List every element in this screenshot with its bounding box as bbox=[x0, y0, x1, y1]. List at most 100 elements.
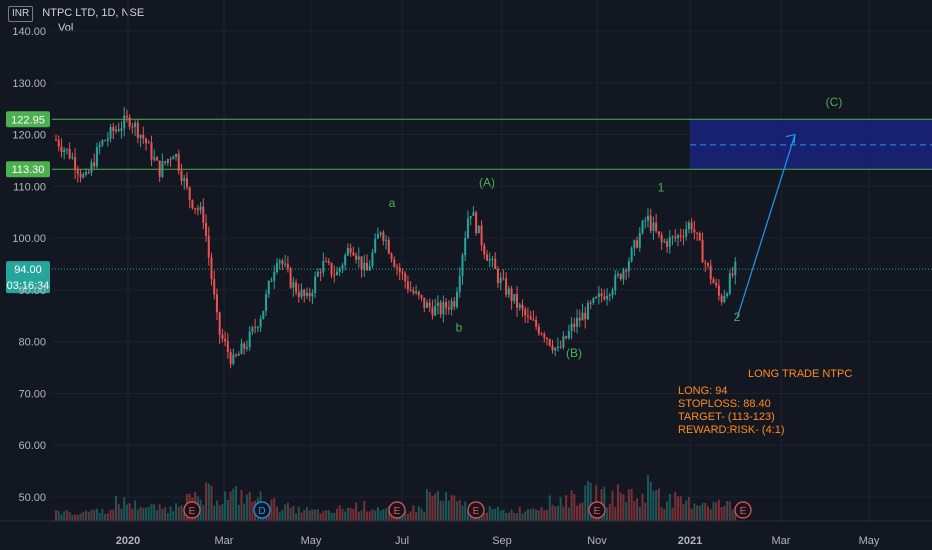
x-tick-label: Mar bbox=[772, 535, 791, 547]
candle-body bbox=[592, 297, 595, 303]
event-marker-circle bbox=[253, 501, 271, 519]
candle-body bbox=[125, 115, 128, 118]
volume-bar bbox=[275, 506, 278, 521]
volume-bar bbox=[134, 500, 137, 521]
volume-bar bbox=[333, 512, 336, 521]
candle-body bbox=[188, 187, 191, 200]
volume-bar bbox=[166, 513, 169, 521]
volume-bar bbox=[371, 509, 374, 521]
candle-body bbox=[420, 295, 423, 298]
x-tick-label: May bbox=[859, 535, 880, 547]
volume-bar bbox=[57, 511, 60, 521]
volume-bar bbox=[365, 511, 368, 521]
volume-bar bbox=[715, 502, 718, 521]
candle-body bbox=[510, 288, 513, 302]
volume-bar bbox=[589, 482, 592, 521]
wave-label: 2 bbox=[734, 310, 741, 324]
candle-body bbox=[491, 258, 494, 260]
annotation-long: LONG: 94 bbox=[678, 385, 728, 397]
candle-body bbox=[453, 301, 456, 307]
event-marker-label: E bbox=[473, 506, 480, 517]
volume-bar bbox=[633, 501, 636, 521]
volume-bar bbox=[406, 513, 409, 521]
candle-body bbox=[499, 277, 502, 284]
volume-bar bbox=[125, 504, 128, 521]
candle-body bbox=[638, 233, 641, 248]
candle-body bbox=[431, 307, 434, 316]
candle-body bbox=[663, 241, 666, 243]
volume-bar bbox=[251, 501, 254, 521]
candle-body bbox=[625, 270, 628, 272]
volume-bar bbox=[128, 503, 131, 521]
candle-body bbox=[502, 277, 505, 279]
volume-bar bbox=[687, 496, 690, 521]
volume-bar bbox=[415, 512, 418, 521]
candle-body bbox=[417, 291, 420, 296]
volume-bar bbox=[535, 509, 538, 521]
volume-bar bbox=[387, 506, 390, 521]
candle-body bbox=[262, 310, 265, 319]
volume-bar bbox=[270, 499, 273, 521]
volume-bar bbox=[229, 491, 232, 521]
candle-body bbox=[494, 258, 497, 269]
candle-body bbox=[674, 236, 677, 239]
volume-bar bbox=[235, 486, 238, 521]
candle-body bbox=[450, 301, 453, 310]
volume-bar bbox=[728, 501, 731, 521]
volume-bar bbox=[226, 499, 229, 521]
y-tick-label: 90.00 bbox=[18, 285, 46, 297]
volume-bar bbox=[55, 510, 57, 521]
volume-bar bbox=[709, 509, 712, 521]
candle-body bbox=[278, 260, 281, 264]
volume-bar bbox=[513, 512, 516, 521]
candle-body bbox=[74, 157, 77, 170]
candle-body bbox=[273, 272, 276, 282]
candle-body bbox=[486, 254, 489, 261]
candle-body bbox=[698, 233, 701, 240]
volume-bar bbox=[456, 501, 459, 521]
candle-body bbox=[589, 302, 592, 304]
volume-bar bbox=[404, 511, 407, 521]
candle-body bbox=[701, 239, 704, 263]
candle-body bbox=[622, 270, 625, 280]
event-marker-label: E bbox=[594, 506, 601, 517]
candle-body bbox=[387, 240, 390, 254]
candle-body bbox=[104, 140, 107, 142]
volume-bar bbox=[120, 508, 123, 521]
grid-layer bbox=[52, 0, 932, 521]
candle-body bbox=[365, 262, 368, 271]
candle-body bbox=[458, 276, 461, 293]
volume-bar bbox=[655, 490, 658, 521]
candle-body bbox=[584, 312, 587, 320]
candle-body bbox=[267, 281, 270, 295]
volume-bar bbox=[243, 503, 246, 521]
volume-bar bbox=[316, 509, 319, 521]
candle-body bbox=[671, 236, 674, 238]
candle-body bbox=[169, 159, 172, 161]
volume-bar bbox=[346, 507, 349, 521]
volume-bar bbox=[453, 495, 456, 521]
volume-bar bbox=[532, 508, 535, 521]
candle-body bbox=[286, 263, 289, 269]
volume-bar bbox=[674, 491, 677, 521]
candle-body bbox=[207, 235, 210, 258]
currency-badge[interactable]: INR bbox=[8, 6, 34, 22]
volume-bar bbox=[322, 510, 325, 521]
volume-bar bbox=[284, 504, 287, 521]
candle-body bbox=[619, 273, 622, 280]
volume-bar bbox=[363, 500, 366, 521]
candle-body bbox=[292, 282, 295, 288]
candle-body bbox=[196, 208, 199, 211]
volume-bar bbox=[289, 507, 292, 521]
volume-bar bbox=[486, 512, 489, 521]
volume-bar bbox=[483, 512, 486, 521]
candle-body bbox=[507, 288, 510, 295]
volume-bar bbox=[303, 509, 306, 521]
volume-bar bbox=[218, 505, 221, 521]
price-levels: 122.95 113.30 94.00 03:16:34 bbox=[6, 111, 932, 294]
candle-body bbox=[93, 162, 96, 167]
event-marker-label: E bbox=[189, 506, 196, 517]
axes-layer: 140.00 130.00 120.00 110.00 100.00 90.00 80.00… bbox=[0, 26, 932, 547]
candle-body bbox=[275, 263, 278, 273]
